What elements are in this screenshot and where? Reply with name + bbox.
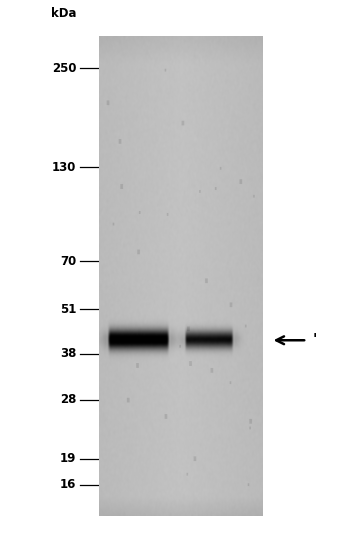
Text: 51: 51: [60, 302, 76, 316]
Text: kDa: kDa: [51, 7, 76, 20]
Text: 38: 38: [60, 347, 76, 360]
Text: 28: 28: [60, 393, 76, 406]
Text: 250: 250: [52, 62, 76, 75]
Text: ': ': [312, 332, 317, 346]
Text: 130: 130: [52, 161, 76, 174]
Text: 19: 19: [60, 452, 76, 465]
Text: 70: 70: [60, 255, 76, 267]
Text: 16: 16: [60, 478, 76, 491]
